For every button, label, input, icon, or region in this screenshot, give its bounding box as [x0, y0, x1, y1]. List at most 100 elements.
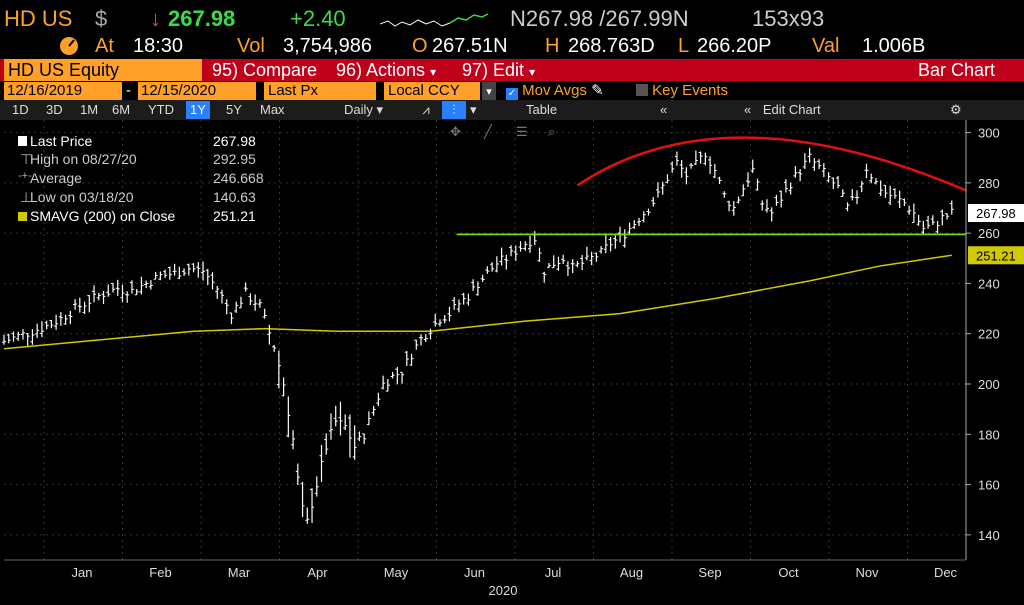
price-bar — [565, 261, 570, 276]
range-tab-3d[interactable]: 3D — [46, 102, 63, 117]
start-date-field[interactable]: 12/16/2019 — [4, 82, 122, 100]
currency-select[interactable]: Local CCY — [384, 82, 480, 100]
chart-tools: ✥ ╱ ☰ ⌕ — [450, 123, 555, 140]
price-bar — [589, 251, 594, 266]
collapse-button[interactable]: « — [660, 101, 667, 119]
y-tick-label: 140 — [978, 528, 1000, 543]
table-button[interactable]: Table — [526, 101, 557, 119]
x-tick-label: Apr — [307, 565, 328, 580]
price-bar — [35, 323, 40, 338]
price-field-select[interactable]: Last Px — [264, 82, 376, 100]
price-bar — [769, 207, 774, 222]
mov-avgs-toggle[interactable]: ✓ Mov Avgs ✎ — [506, 82, 604, 100]
currency-dropdown[interactable]: ▾ — [482, 82, 496, 100]
legend-label: Low on 03/18/20 — [30, 189, 134, 205]
price-bar — [693, 150, 698, 165]
high-marker-icon: ⊤ — [20, 151, 33, 167]
ticker[interactable]: HD US — [4, 6, 73, 31]
range-tab-1d[interactable]: 1D — [12, 102, 29, 117]
price-bar — [409, 353, 414, 366]
compare-button[interactable]: 95) Compare — [208, 59, 330, 81]
price-bar — [163, 269, 168, 278]
range-tab-max[interactable]: Max — [260, 102, 285, 117]
edit-chart-button[interactable]: « Edit Chart — [744, 101, 821, 119]
price-bar — [485, 266, 490, 274]
legend-high: ⊤ High on 08/27/20 292.95 — [18, 151, 270, 169]
crosshair-icon[interactable]: ✥ — [450, 124, 461, 139]
price-bar — [63, 314, 68, 325]
line-chart-button[interactable]: ⩘ — [414, 101, 438, 119]
price-bar — [20, 329, 25, 340]
range-tab-1m[interactable]: 1M — [80, 102, 99, 117]
price-bar — [58, 312, 63, 326]
y-tick-label: 200 — [978, 377, 1000, 392]
price-bar — [381, 375, 386, 390]
key-events-toggle[interactable]: Key Events — [636, 82, 728, 100]
price-bar — [845, 202, 850, 212]
price-bar — [499, 247, 504, 266]
legend-label: Last Price — [30, 133, 93, 149]
price-bar — [746, 172, 751, 188]
range-tab-ytd[interactable]: YTD — [148, 102, 174, 117]
security-field[interactable]: HD US Equity — [4, 59, 202, 81]
price-bar — [850, 188, 855, 201]
price-bar — [92, 285, 97, 303]
price-bar — [546, 262, 551, 269]
price-bar — [362, 433, 367, 444]
price-bar — [404, 350, 409, 366]
x-tick-label: Oct — [778, 565, 799, 580]
price-bar — [888, 185, 893, 206]
price-bar — [684, 167, 689, 185]
zoom-icon[interactable]: ⌕ — [548, 124, 555, 139]
price-bar — [660, 181, 665, 195]
price-bar — [722, 191, 727, 198]
price-bar — [433, 313, 438, 327]
checkbox-checked-icon: ✓ — [506, 88, 518, 100]
end-date-field[interactable]: 12/15/2020 — [138, 82, 256, 100]
price-bar — [916, 214, 921, 226]
price-bar — [177, 266, 182, 280]
price-bar — [253, 294, 258, 311]
chart-style-dropdown[interactable]: ▾ — [470, 101, 477, 119]
price-bar — [855, 190, 860, 205]
pencil-icon: ✎ — [591, 82, 604, 99]
actions-menu[interactable]: 96) Actions ▾ — [334, 59, 456, 81]
price-bar — [930, 215, 935, 225]
mov-avgs-label: Mov Avgs — [522, 82, 587, 99]
price-bar — [442, 315, 447, 324]
price-bar — [305, 507, 310, 524]
compare-label: 95) Compare — [212, 60, 318, 80]
price-bar — [376, 392, 381, 406]
edit-label: 97) Edit — [462, 60, 525, 80]
actions-label: 96) Actions — [336, 60, 426, 80]
range-tab-1y[interactable]: 1Y — [186, 101, 210, 119]
price-bar — [812, 158, 817, 171]
price-bar — [793, 166, 798, 178]
draw-line-icon[interactable]: ╱ — [483, 123, 493, 140]
price-bar — [949, 200, 954, 215]
frequency-select[interactable]: Daily ▾ — [344, 101, 383, 119]
chart-svg[interactable]: ✥ ╱ ☰ ⌕ 140 160 180 200 220 240 260 280 300 Jan Fe… — [0, 120, 1024, 600]
price-bar — [215, 285, 220, 299]
double-chevron-left-icon: « — [744, 102, 752, 117]
bar-chart-button[interactable]: ⫶ — [442, 101, 466, 119]
price-bar — [238, 296, 243, 309]
x-tick-label: Feb — [149, 565, 171, 580]
price-bar — [537, 247, 542, 263]
price-bar — [343, 414, 348, 431]
list-icon[interactable]: ☰ — [516, 124, 528, 139]
price-chart[interactable]: ✥ ╱ ☰ ⌕ 140 160 180 200 220 240 260 280 300 Jan Fe… — [0, 120, 1024, 600]
price-bar — [272, 344, 277, 352]
end-date-value: 12/15/2020 — [141, 82, 217, 99]
price-bar — [859, 180, 864, 193]
at-label: At — [95, 35, 114, 57]
price-bar — [603, 234, 608, 254]
edit-menu[interactable]: 97) Edit ▾ — [460, 59, 552, 81]
price-bar — [82, 301, 87, 315]
price-bar — [641, 211, 646, 223]
range-tab-6m[interactable]: 6M — [112, 102, 131, 117]
price-bar — [456, 299, 461, 313]
price-bar — [821, 162, 826, 178]
range-tab-5y[interactable]: 5Y — [226, 102, 242, 117]
settings-button[interactable]: ⚙ — [950, 101, 962, 119]
